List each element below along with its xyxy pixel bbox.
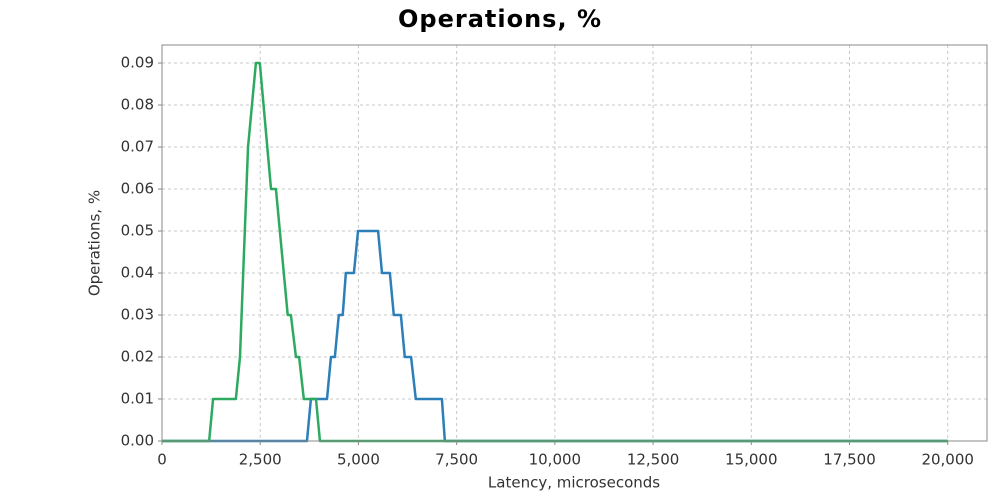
chart-title: Operations, % bbox=[398, 5, 602, 33]
y-tick-label: 0.03 bbox=[121, 306, 154, 324]
plot-frame bbox=[161, 44, 988, 442]
x-tick-label: 0 bbox=[157, 451, 167, 469]
y-tick-label: 0.09 bbox=[121, 54, 154, 72]
plot-lines bbox=[162, 61, 948, 443]
y-tick-label: 0.05 bbox=[121, 222, 154, 240]
grid bbox=[161, 45, 987, 442]
x-tick-label: 10,000 bbox=[529, 451, 582, 469]
y-axis-label: Operations, % bbox=[86, 190, 104, 296]
y-tick-label: 0.00 bbox=[121, 432, 154, 450]
y-tick-label: 0.07 bbox=[121, 138, 154, 156]
x-axis-label: Latency, microseconds bbox=[488, 474, 660, 492]
x-tick-label: 15,000 bbox=[725, 451, 778, 469]
x-tick-label: 20,000 bbox=[921, 451, 974, 469]
x-tick-label: 12,500 bbox=[627, 451, 680, 469]
y-tick-label: 0.08 bbox=[121, 96, 154, 114]
y-tick-label: 0.02 bbox=[121, 348, 154, 366]
y-tick-label: 0.04 bbox=[121, 264, 154, 282]
series-line bbox=[162, 61, 948, 443]
x-tick-label: 2,500 bbox=[239, 451, 282, 469]
x-tick-label: 17,500 bbox=[823, 451, 876, 469]
x-tick-label: 5,000 bbox=[337, 451, 380, 469]
series-line bbox=[162, 229, 948, 443]
y-tick-label: 0.06 bbox=[121, 180, 154, 198]
y-tick-label: 0.01 bbox=[121, 390, 154, 408]
x-tick-label: 7,500 bbox=[435, 451, 478, 469]
